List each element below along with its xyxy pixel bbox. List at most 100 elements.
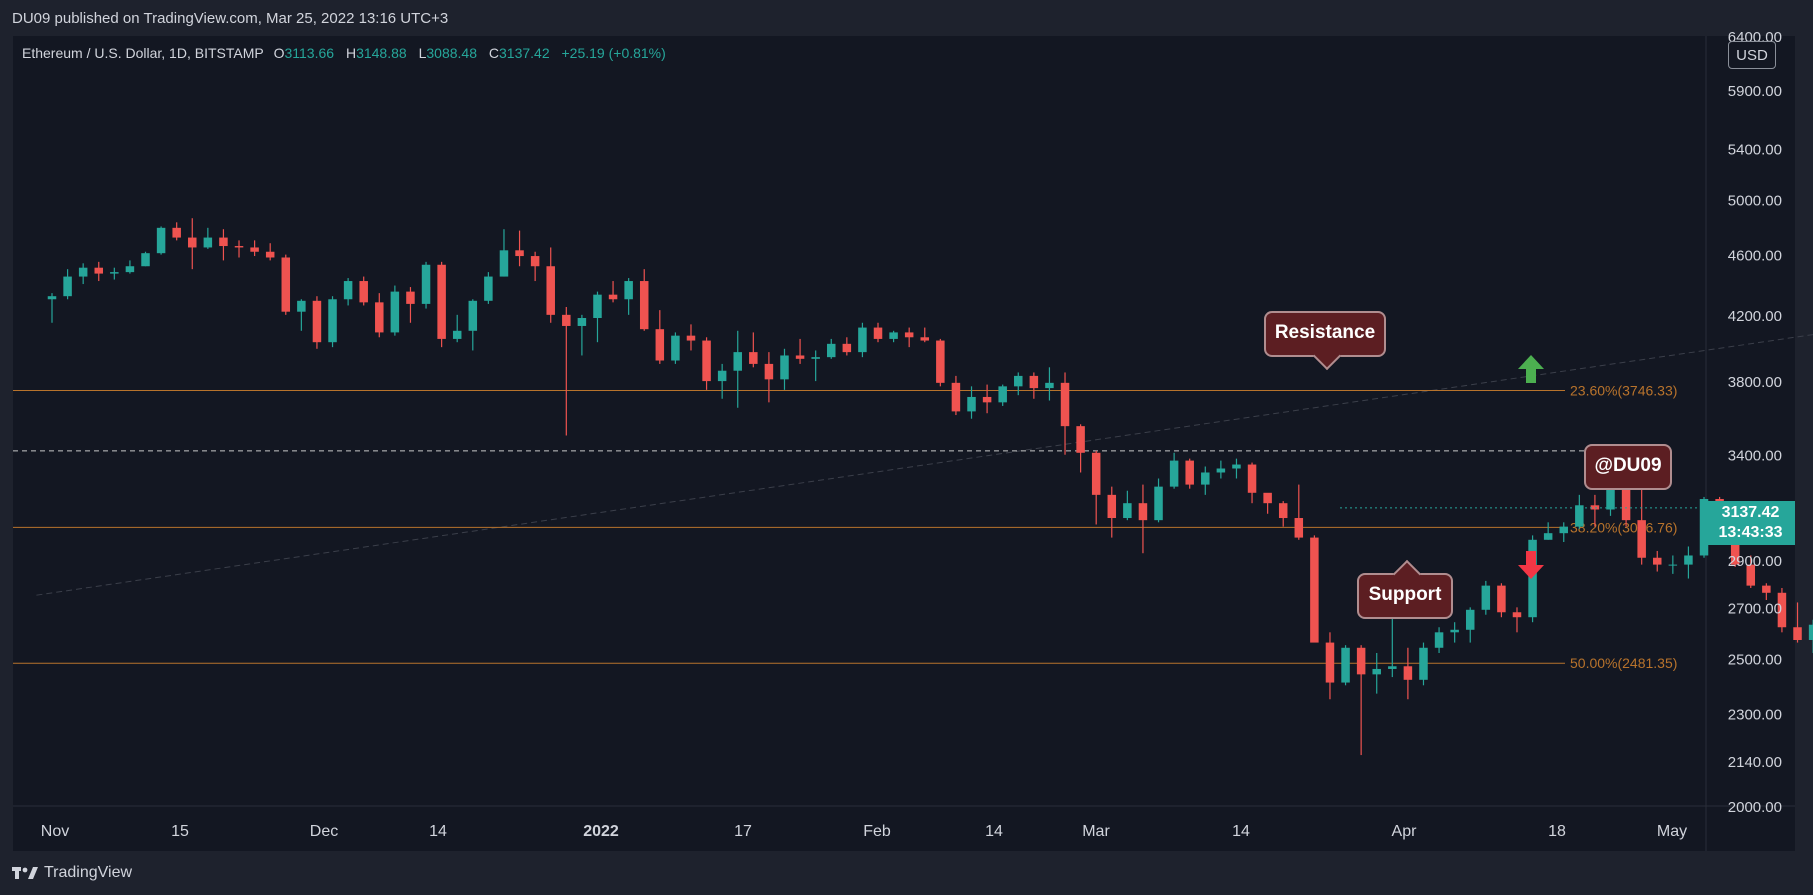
trendline [36,334,1813,596]
candle-body [733,352,742,371]
time-tick-label: 17 [734,823,752,840]
candle-body [1060,382,1070,427]
header-bar: DU09 published on TradingView.com, Mar 2… [0,0,1813,36]
candle-body [1014,375,1023,387]
time-tick-label: 18 [1548,823,1566,840]
time-tick-label: Mar [1082,823,1110,840]
published-caption: DU09 published on TradingView.com, Mar 2… [12,10,449,27]
candle-body [1372,668,1381,675]
candle-body [1169,460,1179,487]
candle-body [1497,585,1506,613]
candle-body [936,340,945,383]
time-tick-label: 2022 [583,823,619,840]
tradingview-brand[interactable]: TradingView [12,864,132,882]
candle-body [608,294,618,300]
candle-body [1699,499,1709,556]
candle-body [499,250,509,277]
candle-body [904,332,914,338]
price-tick-label: 2140.00 [1728,754,1782,771]
candle-body [328,299,337,343]
time-tick-label: 14 [1232,823,1250,840]
candle-body [1793,627,1802,640]
candle-body [188,237,197,248]
candle-body [63,276,72,297]
candle-body [1481,585,1491,610]
close-value: 3137.42 [499,45,550,61]
candle-body [1201,472,1210,485]
candle-body [1777,592,1787,628]
candle-body [795,355,805,359]
candle-body [421,264,431,304]
candle-body [1045,382,1054,389]
candle-body [842,343,852,353]
open-value: 3113.66 [284,45,335,61]
candle-body [1232,464,1241,469]
candle-body [1107,494,1117,519]
price-tick-label: 3800.00 [1728,374,1782,391]
candle-body [297,300,306,312]
candle-body [1403,666,1413,680]
high-value: 3148.88 [356,45,407,61]
price-tick-label: 3400.00 [1728,448,1782,465]
candle-body [624,281,633,300]
candle-body [982,396,992,403]
candle-body [47,296,57,300]
candle-body [1762,585,1771,593]
candle-body [1590,505,1600,510]
time-tick-label: Dec [310,823,338,840]
candle-body [1091,452,1101,495]
symbol-legend: Ethereum / U.S. Dollar, 1D, BITSTAMP O31… [22,45,674,61]
candle-body [1263,492,1272,504]
candle-body [1185,460,1194,485]
candle-body [1528,539,1537,618]
candle-body [1543,533,1553,540]
candle-body [1606,486,1615,510]
candle-body [437,264,446,339]
candle-body [1465,609,1475,630]
candle-body [1247,464,1257,493]
price-tick-label: 4600.00 [1728,248,1782,265]
candle-body [889,332,898,339]
time-tick-label: Nov [41,823,69,840]
price-tick-label: 4200.00 [1728,308,1782,325]
candle-body [94,267,104,274]
candle-body [811,357,820,359]
candle-body [1419,647,1428,680]
fib-level-label: 38.20%(3046.76) [1570,519,1677,535]
candle-body [406,291,415,304]
candle-body [639,281,649,330]
candle-body [234,246,244,248]
candle-body [452,330,462,339]
candle-body [484,276,493,301]
currency-badge[interactable]: USD [1728,41,1776,69]
candle-body [1512,612,1522,618]
brand-name: TradingView [44,864,133,881]
candle-body [1123,503,1132,519]
price-tick-label: 2300.00 [1728,706,1782,723]
footer-bar [0,851,1813,895]
price-tick-label: 5900.00 [1728,83,1782,100]
low-value: 3088.48 [426,45,477,61]
candle-body [1559,526,1568,534]
candle-body [312,300,322,343]
fib-level-label: 50.00%(2481.35) [1570,655,1677,671]
time-tick-label: 14 [985,823,1003,840]
chart-area[interactable] [13,36,1795,851]
candle-body [655,329,665,361]
resistance-callout[interactable]: Resistance [1264,311,1386,371]
support-callout[interactable]: Support [1357,559,1453,619]
candle-body [250,247,259,252]
candle-body [749,352,758,364]
candle-body [920,337,930,341]
candle-body [780,355,789,380]
watermark-label: @DU09 [1594,455,1662,476]
candle-body [562,314,571,326]
candle-body [951,382,961,412]
bar-countdown: 13:43:33 [1718,524,1783,541]
arrow-down-icon [1518,551,1544,579]
candle-body [702,340,711,382]
candle-body [1575,505,1584,527]
candle-body [1341,647,1350,683]
candle-body [172,227,181,238]
